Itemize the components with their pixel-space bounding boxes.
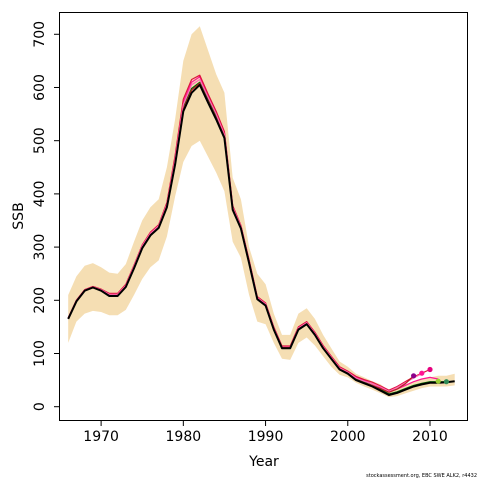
retro-endpoint-2008 (411, 373, 417, 379)
y-tick-label-0: 0 (32, 402, 48, 411)
retro-endpoint-2009 (419, 370, 425, 376)
x-tick-label-1970: 1970 (83, 429, 119, 445)
x-axis-title: Year (248, 454, 279, 470)
y-tick-label-600: 600 (32, 74, 48, 101)
y-tick-label-400: 400 (32, 181, 48, 208)
y-axis: 0 100 200 300 400 500 600 700 (32, 21, 60, 411)
y-tick-label-500: 500 (32, 127, 48, 154)
y-tick-label-700: 700 (32, 21, 48, 48)
x-tick-label-2000: 2000 (330, 429, 366, 445)
plot-frame (59, 12, 468, 421)
ssb-main-line (67, 83, 455, 396)
y-tick-label-100: 100 (32, 340, 48, 367)
x-axis: 1970 1980 1990 2000 2010 (83, 420, 448, 445)
retro-endpoint-2012 (443, 379, 449, 385)
y-tick-label-200: 200 (32, 287, 48, 314)
y-axis-title: SSB (11, 202, 27, 229)
retro-endpoints (411, 366, 449, 385)
y-tick-label-300: 300 (32, 234, 48, 261)
credit-note: stockassessment.org, EBC SWE ALK2, r4432 (366, 473, 477, 479)
x-tick-label-2010: 2010 (412, 429, 448, 445)
x-tick-label-1990: 1990 (248, 429, 284, 445)
ssb-series (67, 74, 455, 396)
x-tick-label-1980: 1980 (166, 429, 202, 445)
retro-endpoint-2011 (435, 378, 441, 384)
retro-endpoint-2010 (427, 366, 433, 373)
